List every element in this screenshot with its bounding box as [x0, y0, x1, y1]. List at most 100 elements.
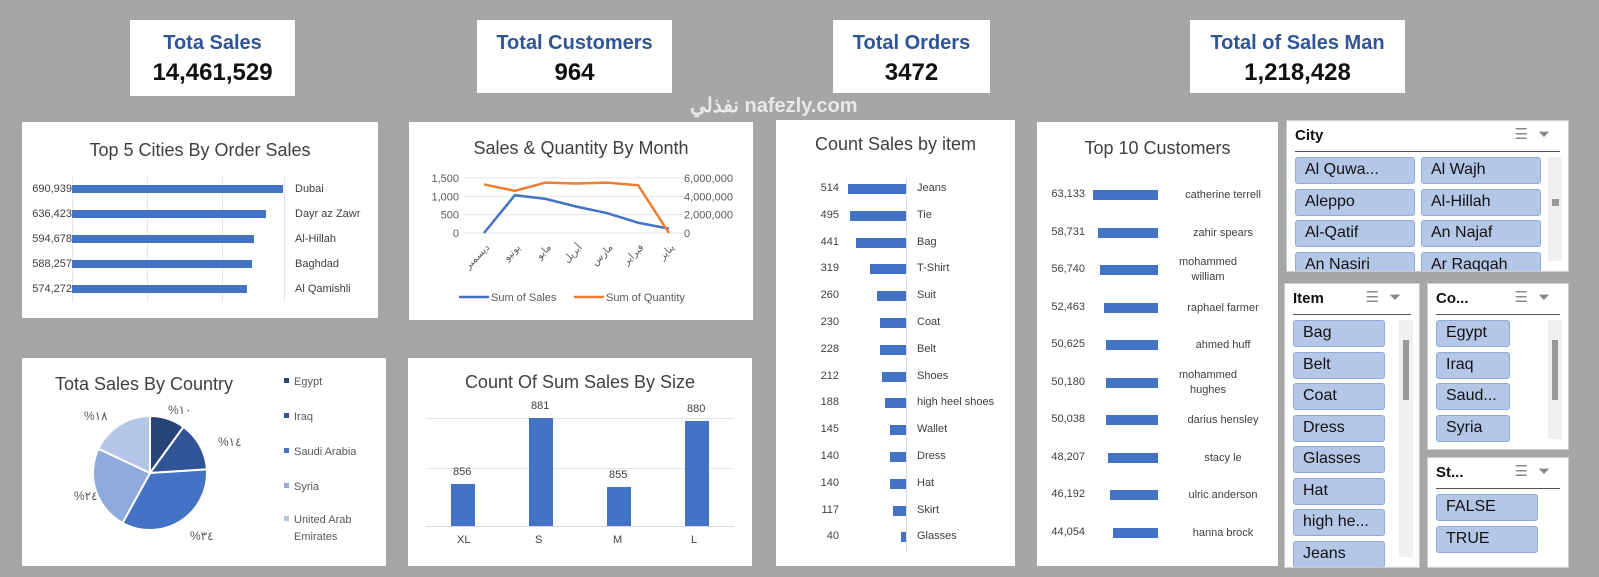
item-count-chart: Count Sales by item 514 Jeans 495 Tie 441 Bag… [776, 120, 1015, 566]
bar [1093, 190, 1158, 200]
top-customers-chart: Top 10 Customers 63,133 catherine terrell… [1037, 122, 1278, 566]
slicer-item[interactable]: Jeans [1293, 540, 1385, 567]
month-label: يناير [657, 242, 678, 263]
series-line [483, 193, 670, 234]
slicer-item[interactable]: An Nasiri [1295, 251, 1415, 271]
multi-select-icon[interactable]: ☰ [1514, 289, 1538, 306]
clear-filter-icon[interactable]: ⏷ [1537, 126, 1560, 143]
slicer-item[interactable]: Hat [1293, 477, 1385, 505]
slicer-item[interactable]: Iraq [1436, 351, 1510, 379]
slicer-item[interactable]: Glasses [1293, 446, 1385, 473]
size-chart: Count Of Sum Sales By Size 856 XL 881 S 855 M… [408, 358, 752, 566]
clear-filter-icon[interactable]: ⏷ [1537, 289, 1560, 306]
month-label: فبراير [621, 242, 647, 268]
scroll-thumb[interactable] [1403, 340, 1409, 400]
slicer-item[interactable]: FALSE [1436, 494, 1538, 521]
value-label: 188 [820, 396, 839, 409]
category-label: raphael farmer [1187, 301, 1259, 314]
bar [880, 344, 906, 355]
category-label: Al-Hillah [295, 233, 336, 245]
value-label: 117 [821, 503, 839, 516]
slice-label: %١٤ [218, 435, 242, 449]
slicer-title: St... [1436, 464, 1464, 481]
bar [607, 486, 631, 526]
category-label: mohammed william [1178, 256, 1238, 283]
value-label: 881 [531, 400, 550, 413]
left-tick: 1,500 [431, 173, 459, 185]
bar [685, 421, 709, 526]
scroll-thumb[interactable] [1552, 340, 1558, 400]
value-label: 319 [820, 262, 839, 275]
value-label: 140 [820, 476, 839, 489]
slicer-item[interactable]: Dress [1293, 414, 1385, 442]
slicer-item[interactable]: Belt [1293, 351, 1385, 379]
kpi-card: Total Customers 964 [477, 20, 672, 93]
right-tick: 0 [684, 228, 690, 240]
category-label: Hat [917, 476, 935, 489]
legend-swatch [284, 413, 289, 418]
slicer-item[interactable]: Ar Raqqah [1421, 251, 1541, 271]
value-label: 46,192 [1051, 488, 1085, 500]
slicer-item[interactable]: Aleppo [1295, 188, 1415, 216]
value-label: 260 [820, 289, 839, 302]
value-label: 880 [687, 403, 706, 416]
slice-label: %٢٤ [74, 489, 98, 503]
clear-filter-icon[interactable]: ⏷ [1388, 289, 1411, 306]
value-label: 594,678 [32, 233, 72, 245]
category-label: S [535, 534, 543, 546]
category-label: T-Shirt [917, 262, 950, 275]
slicer-item[interactable]: TRUE [1436, 525, 1538, 553]
slicer-item[interactable]: Al-Hillah [1421, 188, 1541, 216]
value-label: 140 [820, 450, 839, 462]
legend-swatch [284, 448, 289, 453]
multi-select-icon[interactable]: ☰ [1514, 126, 1538, 143]
category-label: stacy le [1204, 451, 1242, 464]
multi-select-icon[interactable]: ☰ [1514, 463, 1538, 480]
multi-select-icon[interactable]: ☰ [1365, 289, 1389, 306]
bar [1103, 302, 1158, 313]
bar [890, 452, 906, 462]
slicer-item[interactable]: Bag [1293, 320, 1385, 347]
pie-slice [97, 414, 151, 475]
clear-filter-icon[interactable]: ⏷ [1537, 463, 1560, 480]
month-label: مايو [534, 242, 554, 262]
category-label: zahir spears [1193, 226, 1253, 239]
value-label: 212 [820, 369, 839, 382]
watermark: نفذلي nafezly.com [690, 95, 858, 117]
chart-title: Tota Sales By Country [54, 374, 234, 394]
scrollbar[interactable] [1548, 157, 1562, 261]
month-label: يونيو [501, 242, 523, 264]
gridline [284, 177, 285, 302]
chart-title: Sales & Quantity By Month [473, 138, 689, 158]
slicer-item[interactable]: Coat [1293, 383, 1385, 410]
slicer-item[interactable]: Syria [1436, 414, 1510, 442]
slicer-item[interactable]: Al Wajh [1421, 157, 1541, 184]
bar [889, 425, 906, 436]
slicer-item[interactable]: Al Quwa... [1295, 157, 1415, 184]
slicer-item[interactable]: high he... [1293, 509, 1385, 536]
bar [529, 418, 553, 526]
bar [72, 210, 267, 218]
scroll-thumb[interactable] [1552, 199, 1559, 206]
category-label: hanna brock [1192, 526, 1254, 539]
bar [870, 264, 906, 275]
scrollbar[interactable] [1399, 320, 1413, 557]
scrollbar[interactable] [1548, 320, 1562, 439]
category-label: M [613, 534, 623, 546]
slicer-item[interactable]: Saud... [1436, 383, 1510, 410]
category-label: Suit [917, 289, 936, 302]
bar [1106, 415, 1158, 425]
value-label: 50,180 [1051, 375, 1085, 388]
slicer-item[interactable]: Al-Qatif [1295, 220, 1415, 247]
value-label: 50,038 [1051, 413, 1085, 425]
slicer-item[interactable]: Egypt [1436, 320, 1510, 347]
category-label: XL [457, 534, 471, 546]
month-label: ديسمبر [462, 242, 492, 272]
category-label: Skirt [917, 503, 939, 516]
value-label: 514 [820, 182, 839, 194]
slicer-item[interactable]: An Najaf [1421, 220, 1541, 247]
category-label: Glasses [917, 530, 957, 543]
divider [1295, 151, 1560, 152]
bar [848, 184, 906, 194]
right-tick: 6,000,000 [684, 173, 733, 185]
